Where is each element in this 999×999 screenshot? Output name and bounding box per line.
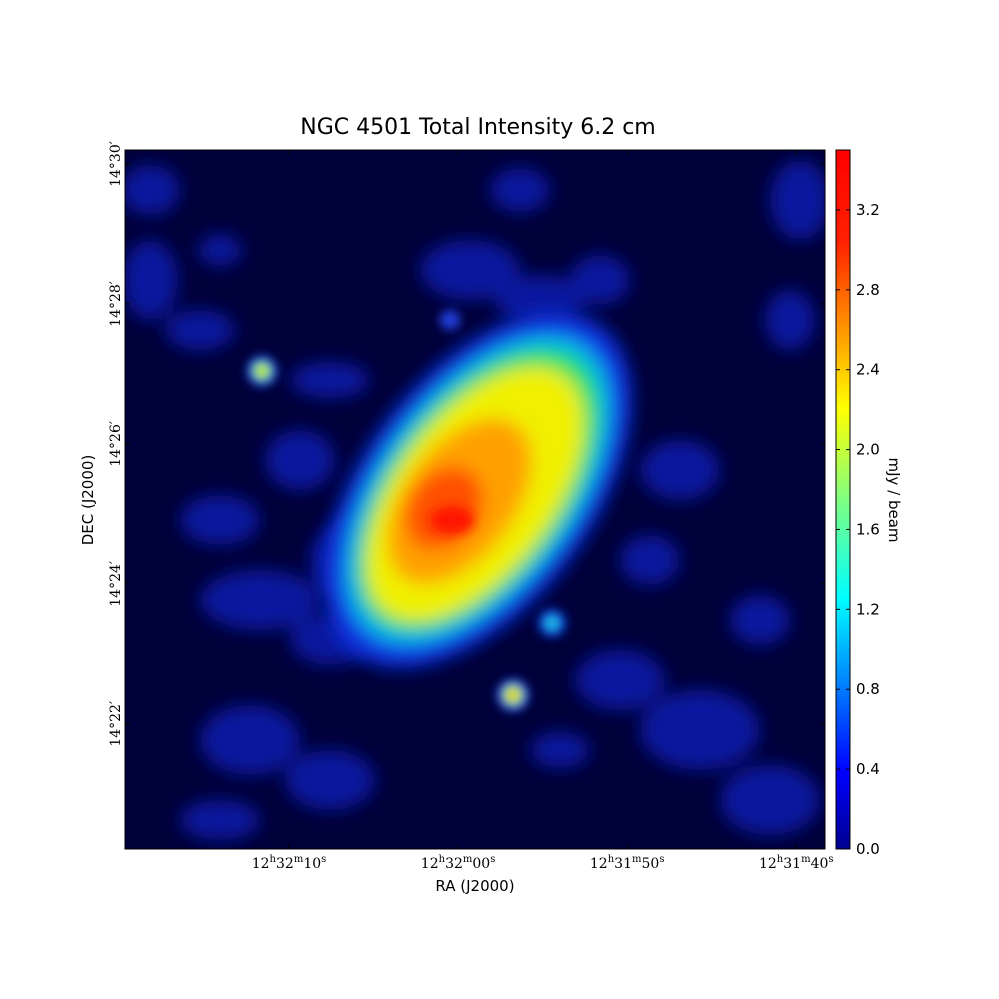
colorbar [835,149,851,850]
colorbar-tick-label: 1.6 [856,520,880,538]
colorbar-tick-label: 0.0 [856,840,880,858]
y-tick-label: 14°28′ [108,281,124,327]
y-tick-label: 14°26′ [108,421,124,467]
x-tick-label: 12h31m50s [590,854,665,872]
y-tick-label: 14°24′ [108,561,124,607]
y-tick-label: 14°22′ [108,701,124,747]
plot-frame [124,149,826,850]
colorbar-tick-label: 2.0 [856,441,880,459]
x-axis-label: RA (J2000) [435,877,514,895]
colorbar-tick-label: 2.8 [856,281,880,299]
x-tick-label: 12h32m00s [421,854,496,872]
chart-title: NGC 4501 Total Intensity 6.2 cm [300,115,655,140]
x-tick-label: 12h31m40s [759,854,834,872]
colorbar-tick-label: 3.2 [856,201,880,219]
y-tick-label: 14°30′ [108,141,124,187]
colorbar-label: mJy / beam [885,457,903,542]
colorbar-tick-label: 0.8 [856,680,880,698]
colorbar-tick-label: 1.2 [856,600,880,618]
intensity-image [125,150,825,849]
colorbar-tick-label: 0.4 [856,760,880,778]
y-axis-label: DEC (J2000) [79,455,97,546]
colorbar-tick-label: 2.4 [856,361,880,379]
x-tick-label: 12h32m10s [252,854,327,872]
